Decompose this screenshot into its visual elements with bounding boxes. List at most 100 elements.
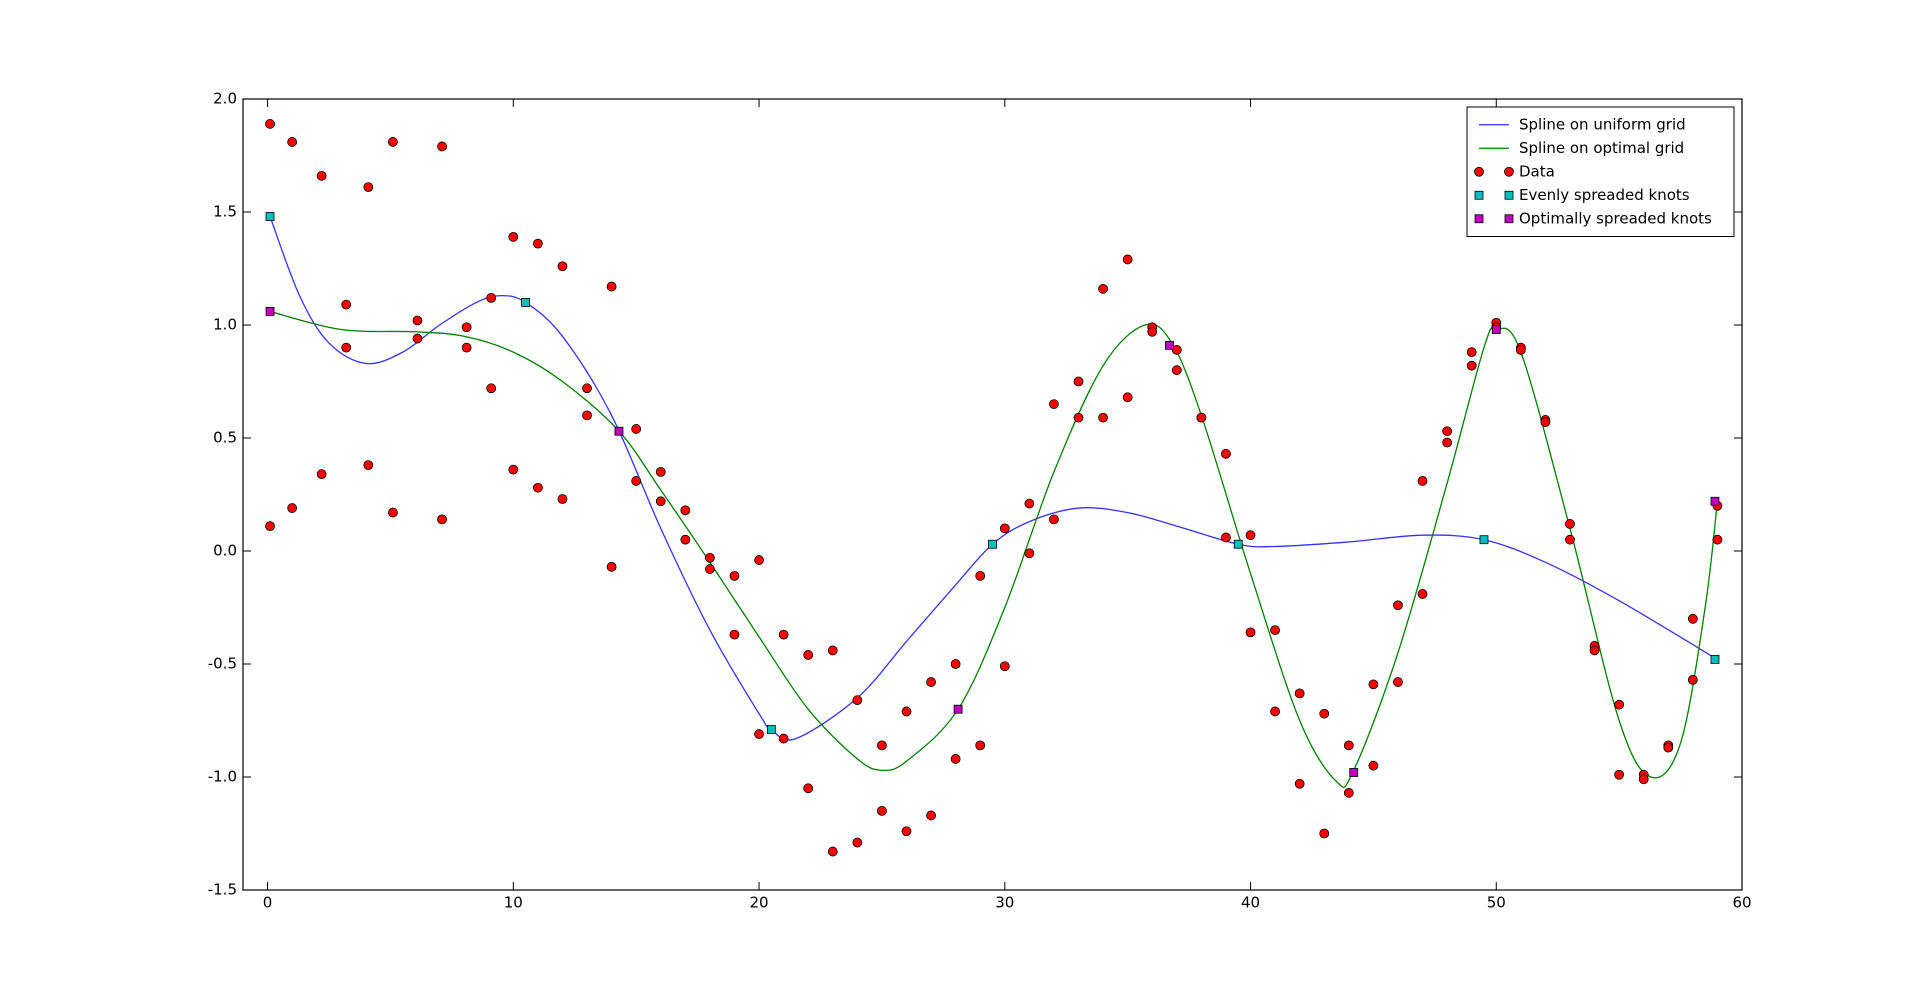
data-point <box>1073 412 1084 423</box>
knot-marker <box>1491 325 1501 334</box>
data-point <box>1466 347 1477 358</box>
data-point <box>1417 476 1428 486</box>
data-point <box>852 837 863 848</box>
y-tick-label: -1.0 <box>208 768 237 786</box>
data-point <box>341 342 352 353</box>
data-point <box>803 783 814 794</box>
data-point <box>1442 437 1453 448</box>
y-tick-label: -1.5 <box>208 881 237 899</box>
data-point <box>778 733 789 744</box>
data-point <box>877 740 887 751</box>
data-point <box>950 754 961 764</box>
data-point <box>1294 778 1305 789</box>
data-point <box>1024 498 1035 509</box>
knot-marker <box>265 212 275 221</box>
data-point <box>827 645 838 656</box>
data-point <box>1393 677 1403 687</box>
data-point <box>1049 514 1059 525</box>
data-point <box>461 322 472 333</box>
data-point <box>901 706 912 717</box>
knot-marker <box>1710 496 1720 506</box>
data-point <box>606 561 617 572</box>
data-point <box>1245 530 1256 541</box>
data-point <box>1614 699 1625 710</box>
data-point <box>1221 448 1231 459</box>
x-tick-label: 40 <box>1241 894 1260 912</box>
data-point <box>557 261 568 272</box>
x-tick-label: 60 <box>1732 894 1751 912</box>
knot-marker <box>766 725 776 734</box>
x-tick-label: 30 <box>995 894 1014 912</box>
data-point <box>1515 344 1526 355</box>
data-point <box>680 534 691 545</box>
data-point <box>1171 365 1182 376</box>
data-point <box>680 505 691 516</box>
data-point <box>827 846 838 857</box>
data-point <box>341 299 352 310</box>
legend-label: Data <box>1519 162 1555 180</box>
legend-marker <box>1504 214 1514 224</box>
data-point <box>1221 532 1231 543</box>
data-point <box>437 514 447 525</box>
knot-marker <box>1233 539 1243 549</box>
data-point <box>1171 344 1182 355</box>
knot-marker <box>953 704 963 714</box>
data-point <box>999 661 1010 672</box>
data-point <box>412 333 423 344</box>
knot-marker <box>1165 340 1174 350</box>
data-point <box>363 460 374 471</box>
data-point <box>486 292 497 303</box>
data-point <box>1589 645 1600 656</box>
data-point <box>1196 412 1207 423</box>
y-tick-label: 1.5 <box>213 203 237 221</box>
data-point <box>316 170 327 181</box>
data-point <box>877 806 887 816</box>
data-point <box>1245 627 1256 638</box>
data-point <box>287 503 298 513</box>
data-point <box>1417 589 1428 599</box>
knot-marker <box>988 539 997 549</box>
data-point <box>265 118 275 129</box>
y-tick-label: -0.5 <box>208 655 237 673</box>
y-tick-label: 0.0 <box>213 542 237 560</box>
knot-marker <box>614 426 624 436</box>
data-point <box>387 507 398 518</box>
data-point <box>1270 706 1280 717</box>
data-point <box>532 238 543 249</box>
data-point <box>508 464 519 475</box>
data-point <box>582 410 592 421</box>
legend-label: Spline on uniform grid <box>1519 115 1686 133</box>
data-point <box>631 424 642 434</box>
data-point <box>316 469 327 480</box>
legend-marker <box>1504 190 1514 200</box>
data-point <box>852 695 863 706</box>
legend-label: Spline on optimal grid <box>1519 139 1684 157</box>
x-tick-label: 50 <box>1487 894 1506 912</box>
data-point <box>1319 708 1330 719</box>
data-point <box>631 476 642 486</box>
data-point <box>975 740 986 751</box>
data-point <box>901 826 912 837</box>
data-point <box>508 231 519 242</box>
data-point <box>1343 740 1354 751</box>
legend-marker <box>1474 190 1484 200</box>
knot-marker <box>265 307 275 316</box>
data-point <box>1270 625 1280 635</box>
data-point <box>437 141 447 152</box>
data-point <box>1122 254 1133 265</box>
data-point <box>1712 534 1723 545</box>
knot-marker <box>521 297 530 307</box>
data-point <box>1565 518 1575 529</box>
data-point <box>412 315 423 326</box>
data-point <box>1122 392 1133 403</box>
x-tick-label: 20 <box>750 894 769 912</box>
data-point <box>754 555 764 565</box>
data-point <box>950 659 961 669</box>
data-point <box>1147 326 1158 337</box>
knot-marker <box>1349 768 1359 777</box>
data-point <box>387 137 398 147</box>
data-point <box>1687 674 1698 685</box>
data-point <box>1442 426 1453 437</box>
data-point <box>1368 679 1379 690</box>
